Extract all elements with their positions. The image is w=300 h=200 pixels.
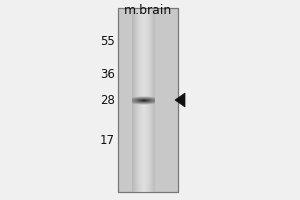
Text: 17: 17 xyxy=(100,134,115,147)
Bar xyxy=(118,8,178,192)
Text: m.brain: m.brain xyxy=(124,4,172,17)
Polygon shape xyxy=(175,93,185,107)
Text: 36: 36 xyxy=(100,68,115,81)
Text: 55: 55 xyxy=(100,35,115,48)
Text: 28: 28 xyxy=(100,94,115,106)
Bar xyxy=(118,8,178,192)
